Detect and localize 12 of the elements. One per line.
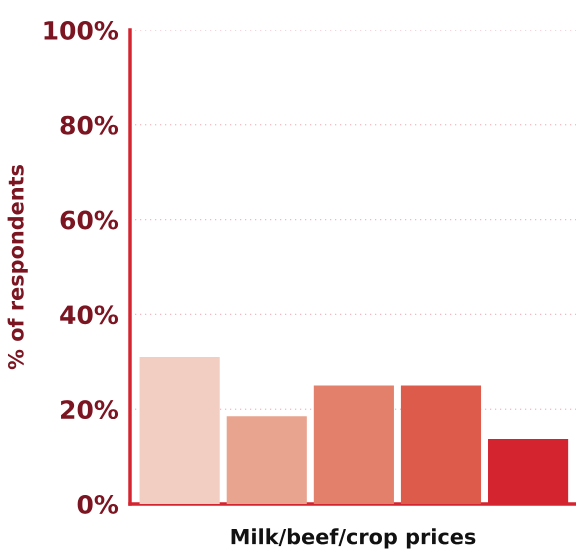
- bar: [140, 357, 220, 504]
- y-tick-label: 60%: [60, 210, 118, 230]
- bar: [400, 386, 482, 504]
- y-tick-label: 100%: [44, 20, 118, 40]
- y-tick-label: 40%: [60, 305, 118, 324]
- y-tick-label: 80%: [60, 116, 118, 135]
- bar: [314, 386, 394, 504]
- y-tick-label: 20%: [61, 400, 118, 420]
- bar: [226, 416, 307, 504]
- y-axis-title: % of respondents: [8, 165, 28, 370]
- y-tick-label: 0%: [78, 494, 118, 514]
- x-axis-title: Milk/beef/crop prices: [232, 528, 476, 548]
